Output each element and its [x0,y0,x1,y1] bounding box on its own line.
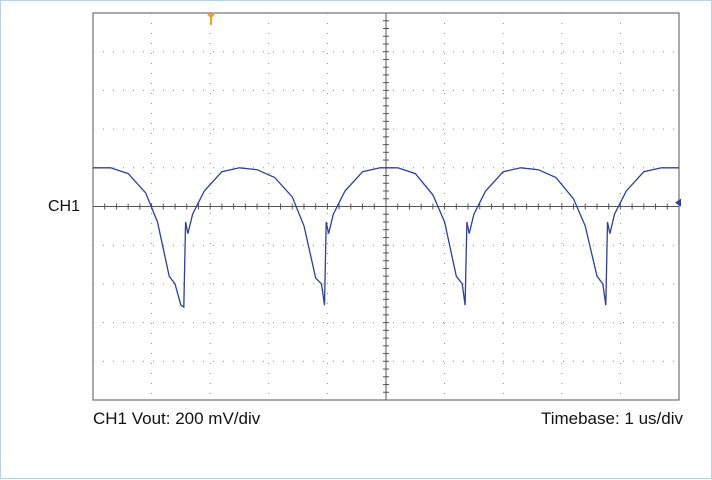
timebase-caption: Timebase: 1 us/div [540,409,683,428]
vertical-scale-caption: CH1 Vout: 200 mV/div [93,409,261,428]
trigger-level-marker [675,198,681,207]
channel-label: CH1 [48,198,81,215]
trigger-position-marker [207,14,215,19]
ch1-trace [93,167,679,309]
